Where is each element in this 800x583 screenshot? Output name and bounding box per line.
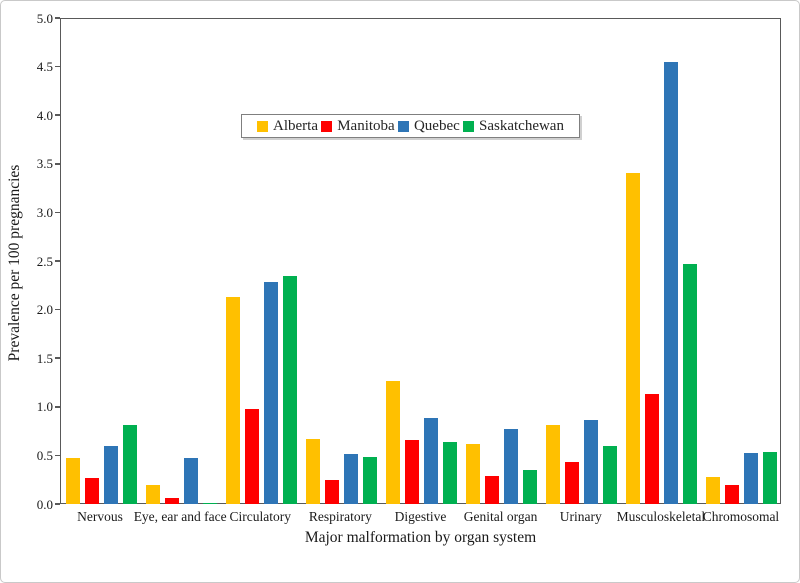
y-tick-mark	[55, 163, 60, 165]
bar-alberta-chromosomal	[706, 476, 720, 504]
y-tick-label-3.0: 3.0	[36, 204, 53, 220]
x-category-label-chromosomal: Chromosomal	[702, 509, 780, 524]
bar-manitoba-musculoskeletal	[645, 393, 659, 504]
y-tick-label-0.0: 0.0	[36, 496, 53, 512]
bar-alberta-digestive	[386, 380, 400, 504]
bar-saskatchewan-urinary	[603, 445, 617, 504]
bar-manitoba-respiratory	[325, 479, 339, 504]
bar-alberta-circulatory	[226, 296, 240, 504]
x-category-label-urinary: Urinary	[559, 509, 602, 524]
y-tick-label-0.5: 0.5	[36, 447, 53, 463]
x-category-label-circulatory: Circulatory	[229, 509, 292, 524]
y-tick-mark	[55, 454, 60, 457]
legend-item-alberta: Alberta	[257, 118, 318, 135]
x-category-label-respiratory: Respiratory	[308, 509, 372, 524]
bar-manitoba-nervous	[85, 477, 99, 504]
legend-label-quebec: Quebec	[413, 117, 460, 134]
y-tick-mark	[55, 308, 60, 311]
bar-alberta-genital-organ	[466, 443, 480, 504]
plot-area: Alberta Manitoba Quebec Saskatchewan	[60, 18, 781, 504]
legend-swatch-saskatchewan	[463, 120, 474, 132]
y-tick-label-2.0: 2.0	[36, 302, 53, 318]
bar-quebec-nervous	[104, 445, 118, 504]
bar-saskatchewan-chromosomal	[763, 451, 777, 504]
y-tick-label-5.0: 5.0	[36, 10, 53, 26]
bar-quebec-respiratory	[344, 453, 358, 504]
x-category-label-eye-ear-and-face: Eye, ear and face	[133, 509, 227, 524]
legend-item-manitoba: Manitoba	[321, 118, 395, 135]
bar-alberta-nervous	[66, 457, 80, 504]
bar-alberta-musculoskeletal	[626, 172, 640, 504]
legend-swatch-quebec	[397, 120, 409, 132]
y-tick-mark	[55, 65, 60, 68]
bar-saskatchewan-nervous	[123, 424, 137, 504]
y-tick-mark	[55, 211, 60, 214]
bar-saskatchewan-eye-ear-and-face	[203, 502, 217, 504]
y-tick-mark	[55, 406, 60, 408]
bar-saskatchewan-respiratory	[363, 456, 377, 504]
bar-alberta-eye-ear-and-face	[146, 484, 160, 504]
bar-quebec-eye-ear-and-face	[184, 457, 198, 504]
x-category-label-nervous: Nervous	[77, 509, 123, 524]
y-tick-label-4.0: 4.0	[36, 107, 53, 123]
bar-quebec-musculoskeletal	[664, 61, 678, 504]
legend-swatch-alberta	[257, 120, 268, 132]
bar-alberta-urinary	[546, 424, 560, 504]
legend-item-saskatchewan: Saskatchewan	[463, 118, 564, 135]
bar-quebec-chromosomal	[744, 452, 758, 504]
bar-manitoba-eye-ear-and-face	[165, 497, 179, 504]
bar-manitoba-urinary	[565, 461, 579, 504]
bar-quebec-genital-organ	[504, 428, 518, 504]
y-tick-label-3.5: 3.5	[36, 156, 53, 172]
bar-manitoba-chromosomal	[725, 484, 739, 504]
bar-saskatchewan-musculoskeletal	[683, 263, 697, 504]
y-tick-mark	[55, 357, 60, 359]
legend-swatch-manitoba	[321, 120, 333, 132]
bar-quebec-circulatory	[264, 281, 278, 504]
bar-manitoba-genital-organ	[485, 475, 499, 504]
y-tick-mark	[55, 17, 60, 19]
legend: Alberta Manitoba Quebec Saskatchewan	[241, 114, 580, 138]
bar-manitoba-digestive	[405, 439, 419, 504]
bar-quebec-digestive	[424, 417, 438, 504]
legend-label-saskatchewan: Saskatchewan	[479, 117, 564, 134]
x-category-label-digestive: Digestive	[394, 509, 447, 524]
bar-alberta-respiratory	[306, 438, 320, 504]
bar-quebec-urinary	[584, 419, 598, 504]
bar-saskatchewan-genital-organ	[523, 469, 537, 504]
y-tick-label-4.5: 4.5	[36, 59, 53, 75]
bar-saskatchewan-digestive	[443, 441, 457, 504]
y-tick-label-2.5: 2.5	[36, 253, 53, 269]
x-category-label-genital-organ: Genital organ	[463, 509, 538, 524]
legend-label-manitoba: Manitoba	[337, 117, 395, 134]
y-tick-label-1.0: 1.0	[36, 399, 53, 415]
y-tick-label-1.5: 1.5	[36, 350, 53, 366]
bar-manitoba-circulatory	[245, 408, 259, 504]
y-tick-mark	[55, 114, 60, 116]
y-tick-mark	[55, 503, 60, 505]
x-axis-title: Major malformation by organ system	[304, 529, 537, 546]
legend-item-quebec: Quebec	[397, 117, 460, 135]
bar-saskatchewan-circulatory	[283, 275, 297, 504]
y-tick-mark	[55, 260, 60, 262]
legend-label-alberta: Alberta	[273, 117, 318, 134]
x-category-label-musculoskeletal: Musculoskeletal	[616, 509, 706, 524]
